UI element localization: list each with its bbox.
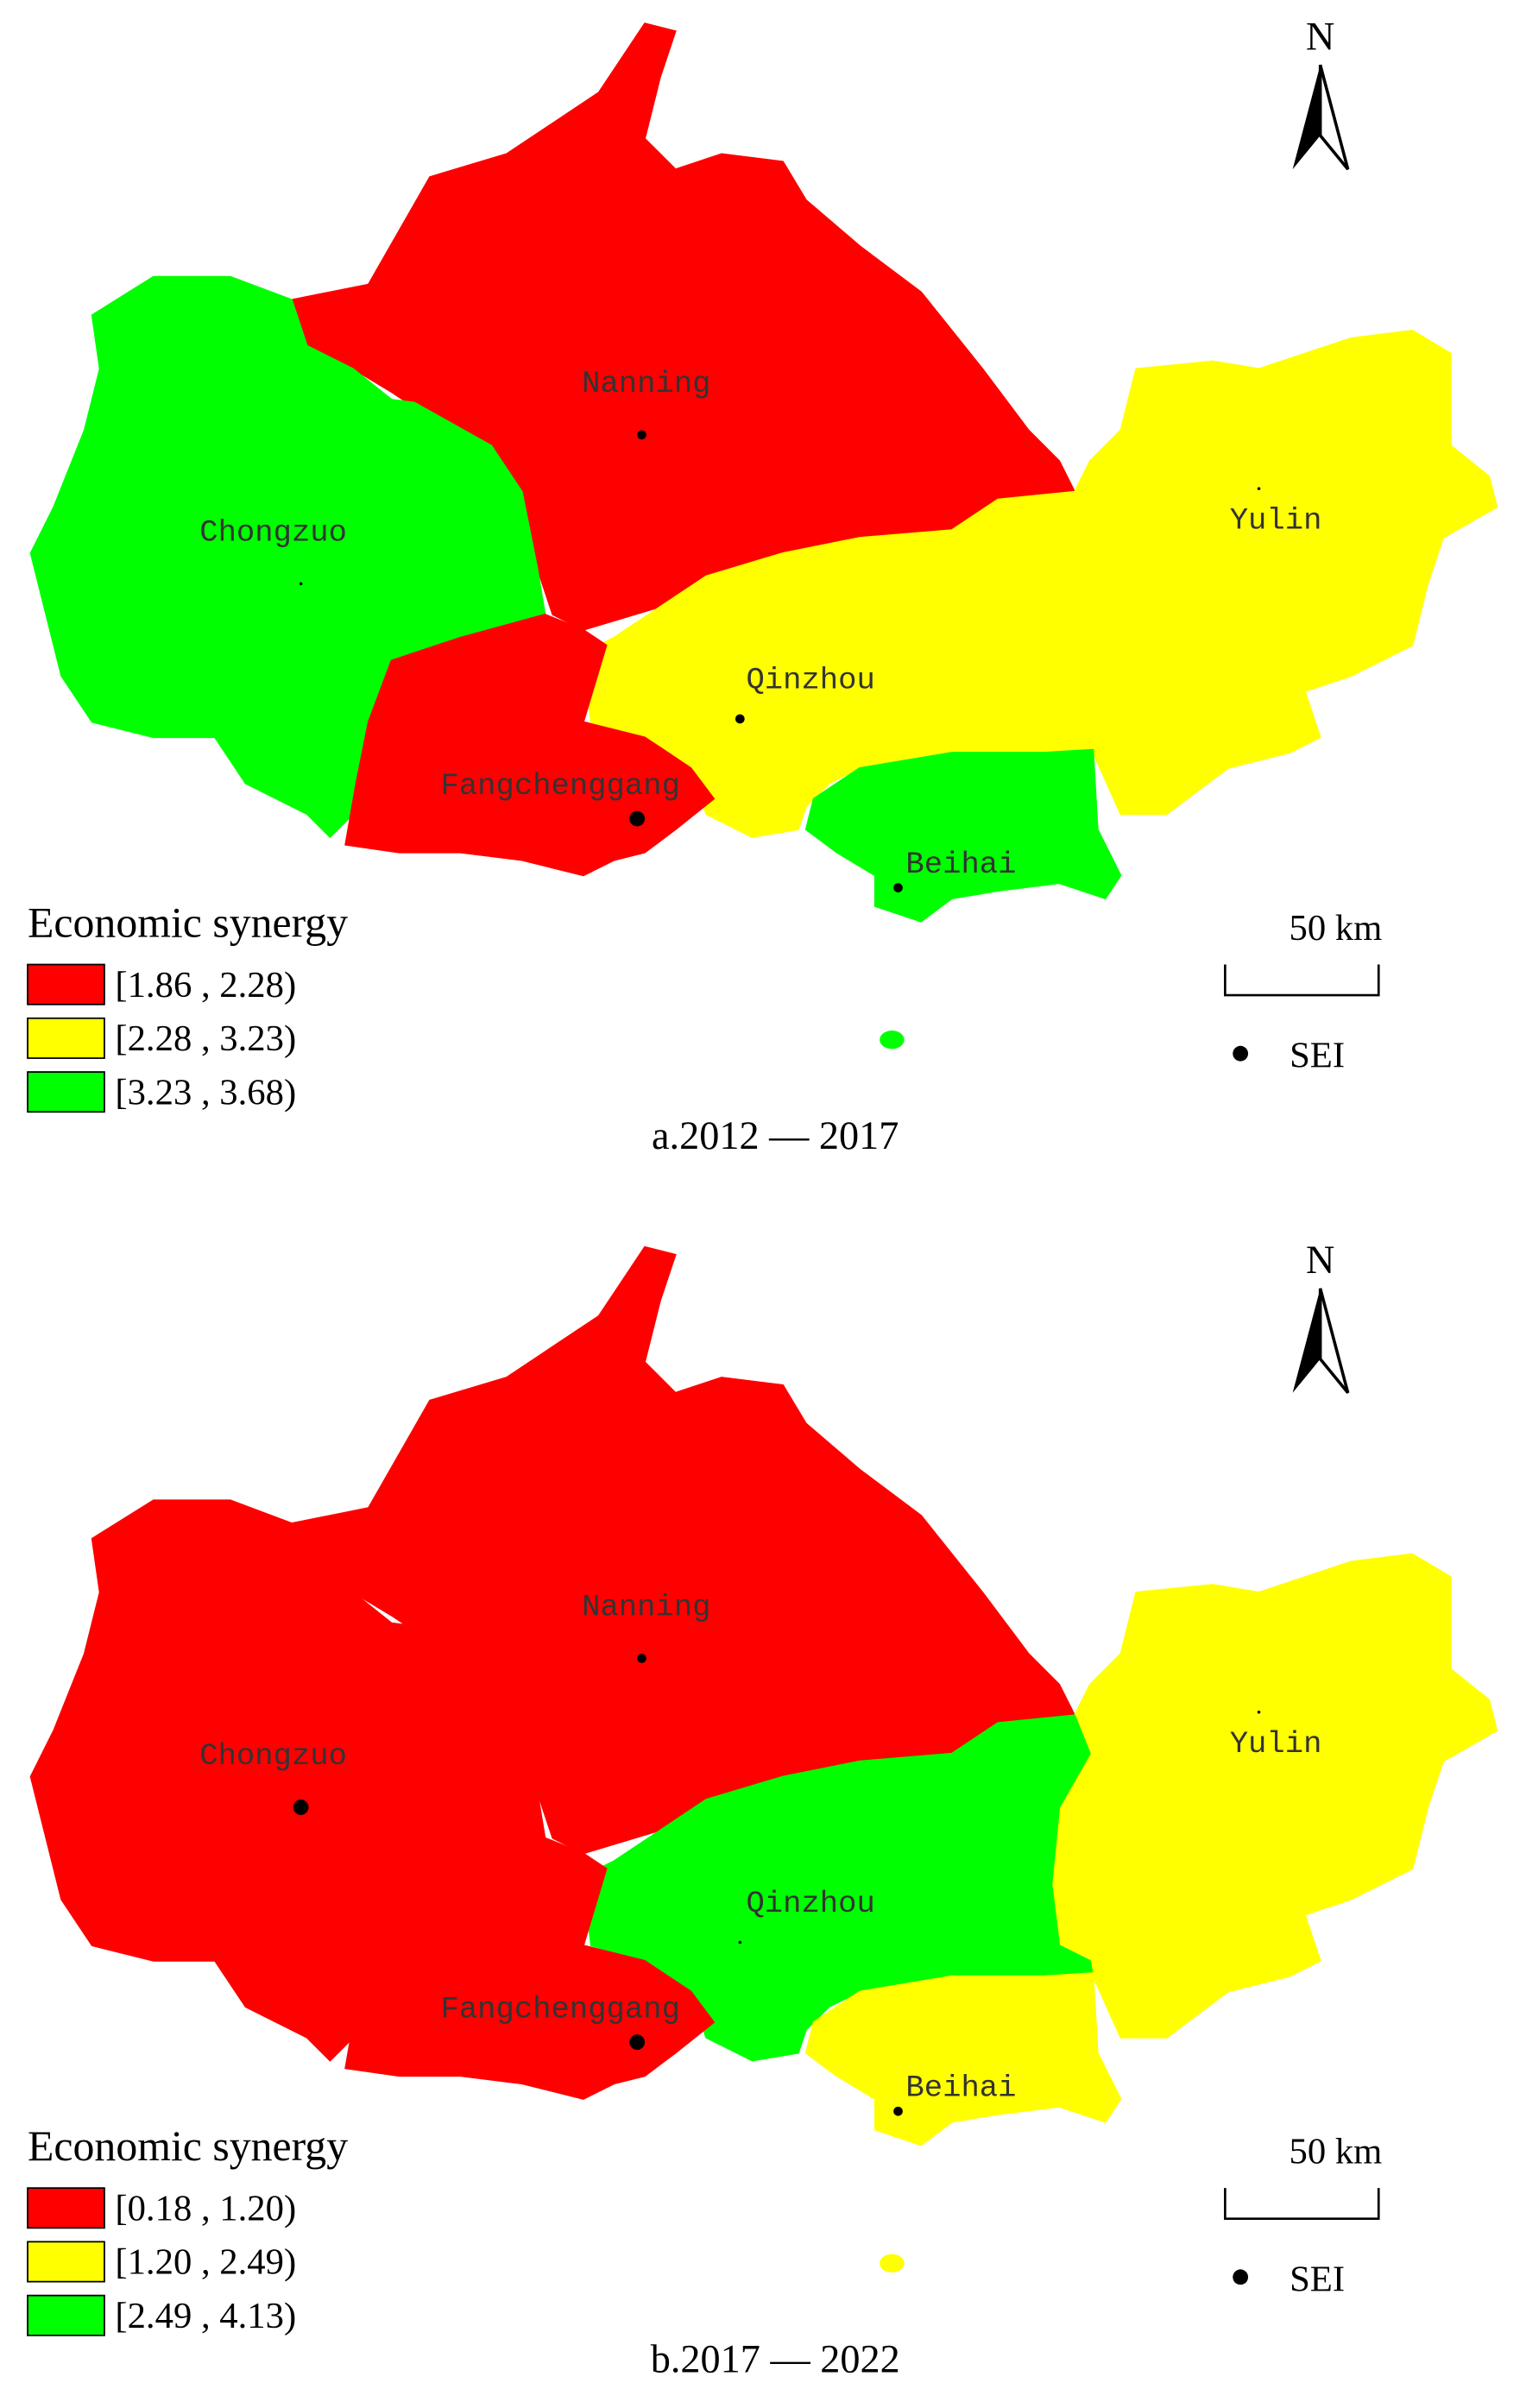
sei-key-label: SEI (1290, 2259, 1345, 2299)
map-panel: Nanning Chongzuo Yulin Qinzhou Fangchenggang… (27, 1239, 1498, 2382)
legend-label: [0.18 , 1.20) (115, 2188, 296, 2228)
north-label: N (1306, 1239, 1334, 1283)
sei-key-label: SEI (1290, 1036, 1345, 1076)
map-panel: Nanning Chongzuo Yulin Qinzhou Fangchenggang… (27, 15, 1498, 1158)
north-arrow-right (1318, 1288, 1350, 1394)
legend-swatch (27, 2294, 105, 2336)
legend-swatch (27, 963, 105, 1005)
sei-point (637, 430, 646, 440)
region-label: Chongzuo (199, 515, 347, 551)
region (1050, 330, 1498, 816)
scale-bar (1224, 964, 1380, 997)
legend-label: [1.20 , 2.49) (115, 2242, 296, 2283)
sei-point (629, 810, 646, 827)
region (804, 1972, 1122, 2146)
north-label: N (1306, 15, 1334, 59)
sei-point (629, 2034, 646, 2051)
sei-key-dot (1233, 1045, 1249, 1062)
sei-point (893, 883, 903, 892)
region (582, 490, 1094, 838)
sei-key-dot (1233, 2269, 1249, 2285)
region-label: Fangchenggang (440, 768, 679, 804)
sei-point (735, 714, 745, 724)
region (344, 1837, 716, 2100)
scale-bar (1224, 2188, 1380, 2221)
region-label: Nanning (582, 366, 710, 401)
legend-swatch (27, 2187, 105, 2229)
legend-swatch (27, 1017, 105, 1059)
region-label: Yulin (1230, 502, 1322, 538)
caption: b.2017 — 2022 (651, 2338, 900, 2382)
region-label: Chongzuo (199, 1738, 347, 1774)
region-label: Beihai (905, 847, 1016, 882)
sei-point (299, 582, 303, 586)
north-arrow-left (1292, 65, 1321, 170)
legend-swatch (27, 1071, 105, 1113)
region (804, 748, 1122, 923)
legend-label: [2.28 , 3.23) (115, 1018, 296, 1059)
caption: a.2012 — 2017 (652, 1114, 899, 1158)
region-label: Qinzhou (746, 662, 874, 697)
legend-label: [2.49 , 4.13) (115, 2296, 296, 2336)
legend-title: Economic synergy (28, 899, 348, 947)
sei-point (1257, 487, 1261, 490)
region-label: Yulin (1230, 1726, 1322, 1762)
sei-point (893, 2106, 903, 2116)
sei-point (738, 1940, 742, 1945)
north-arrow-right (1318, 64, 1350, 171)
legend-title: Economic synergy (28, 2122, 348, 2170)
legend-label: [3.23 , 3.68) (115, 1072, 296, 1113)
region (582, 1714, 1094, 2062)
sei-point (1257, 1710, 1261, 1714)
region-label: Nanning (582, 1590, 710, 1625)
region-label: Fangchenggang (440, 1992, 679, 2027)
sei-point (293, 1800, 309, 1815)
region-label: Qinzhou (746, 1886, 874, 1921)
scale-label: 50 km (1290, 2132, 1383, 2172)
sei-point (637, 1654, 646, 1663)
legend-label: [1.86 , 2.28) (115, 965, 296, 1005)
island (880, 2254, 905, 2272)
legend-swatch (27, 2241, 105, 2283)
region (344, 614, 716, 877)
north-arrow-left (1292, 1288, 1321, 1393)
scale-label: 50 km (1290, 908, 1383, 949)
region-label: Beihai (905, 2070, 1016, 2105)
island (880, 1031, 905, 1050)
region (1050, 1553, 1498, 2039)
